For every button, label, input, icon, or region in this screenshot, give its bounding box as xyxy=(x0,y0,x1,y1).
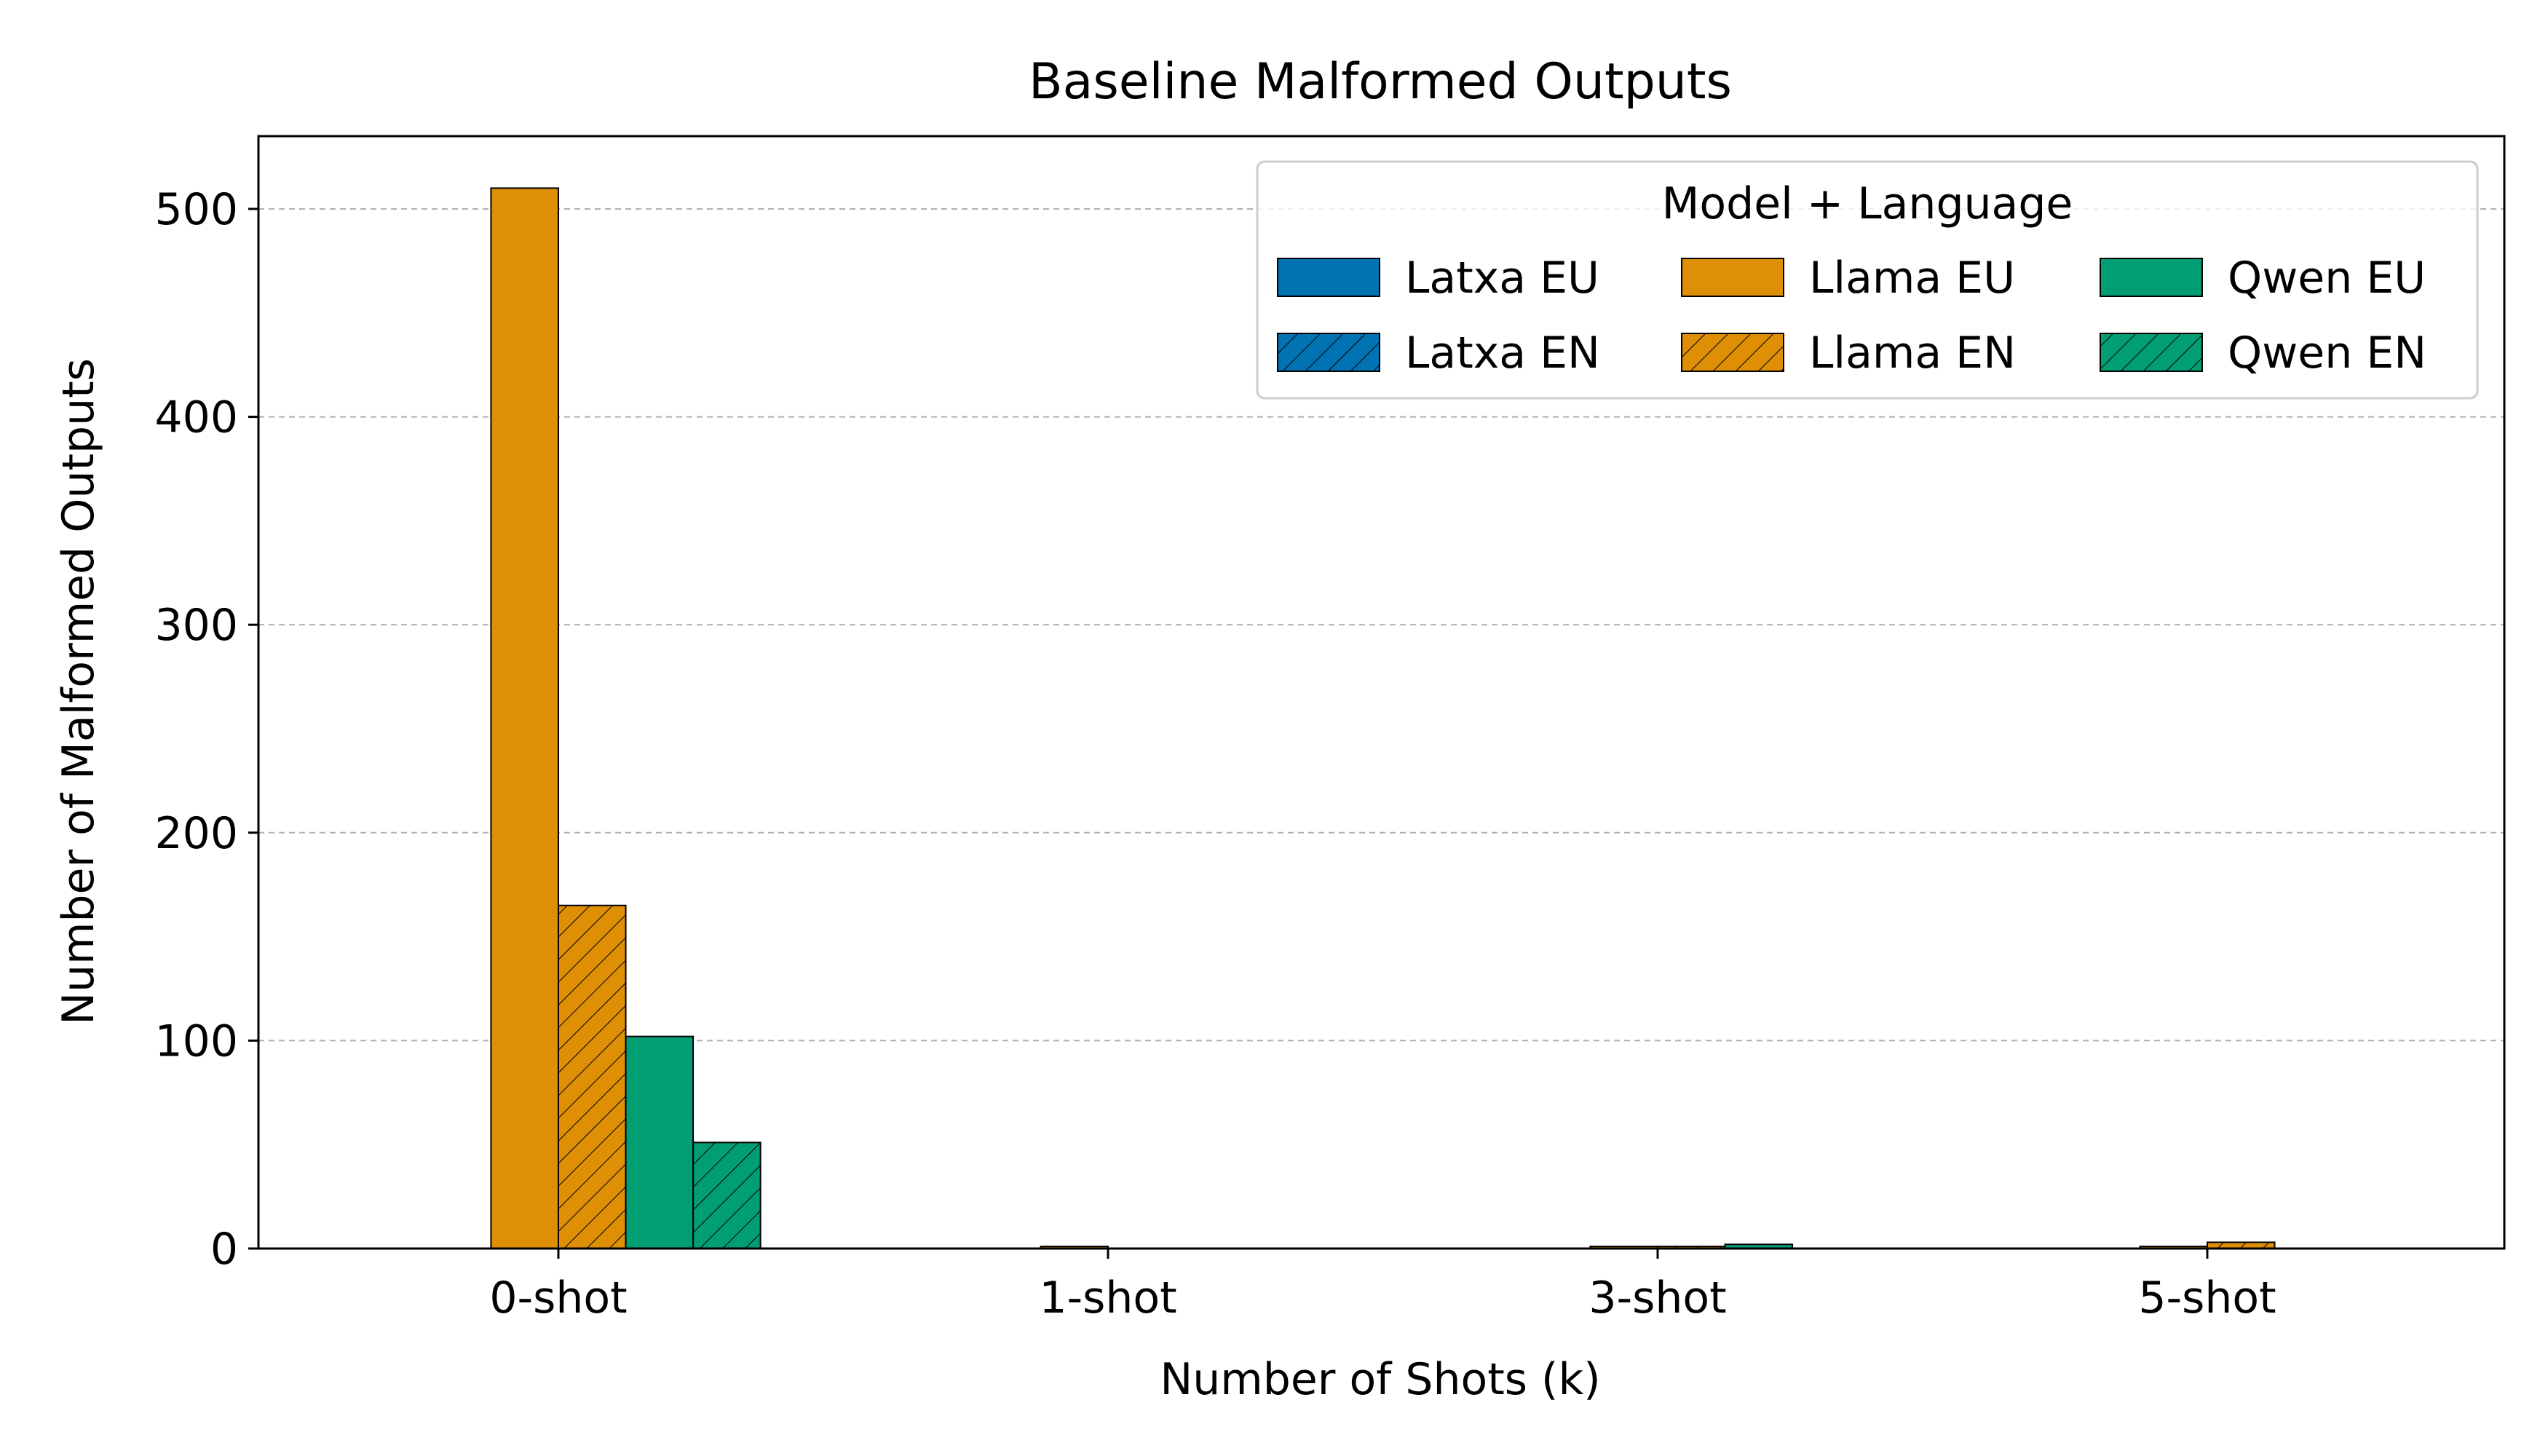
y-tick-label: 500 xyxy=(154,184,238,235)
y-tick-label: 100 xyxy=(154,1016,238,1067)
legend-item-latxa-en-label: Latxa EN xyxy=(1405,328,1600,379)
chart-title: Baseline Malformed Outputs xyxy=(1029,53,1732,111)
legend-item-latxa-eu-label: Latxa EU xyxy=(1405,253,1599,304)
legend-item-latxa-en-swatch-hatch xyxy=(1278,333,1380,371)
legend-item-llama-en: Llama EN xyxy=(1681,328,2016,379)
legend-item-qwen-eu-label: Qwen EU xyxy=(2228,253,2426,304)
x-axis: 0-shot 1-shot 3-shot 5-shot xyxy=(489,1249,2276,1324)
x-tick-label: 5-shot xyxy=(2138,1273,2276,1324)
legend-item-qwen-eu: Qwen EU xyxy=(2100,253,2426,304)
y-tick-label: 0 xyxy=(210,1224,238,1275)
legend-item-latxa-eu-swatch xyxy=(1277,258,1380,297)
legend-item-llama-eu: Llama EU xyxy=(1681,253,2015,304)
y-tick-label: 400 xyxy=(154,392,238,443)
y-axis-label: Number of Malformed Outputs xyxy=(53,358,104,1025)
plot-frame xyxy=(257,135,2506,1250)
legend-item-llama-en-label: Llama EN xyxy=(1809,328,2016,379)
legend-item-qwen-en-label: Qwen EN xyxy=(2228,328,2426,379)
legend-item-llama-eu-swatch xyxy=(1681,258,1784,297)
legend: Model + Language Latxa EU Latxa EN Llama E… xyxy=(1256,160,2479,400)
legend-item-qwen-en: Qwen EN xyxy=(2100,328,2426,379)
legend-item-llama-en-swatch-hatch xyxy=(1682,333,1784,371)
y-tick-label: 300 xyxy=(154,600,238,651)
legend-item-latxa-eu: Latxa EU xyxy=(1277,253,1599,304)
x-tick-label: 0-shot xyxy=(489,1273,627,1324)
bar-llama-eu-0-shot xyxy=(490,187,560,1249)
x-axis-label: Number of Shots (k) xyxy=(1160,1354,1600,1405)
legend-item-qwen-eu-swatch xyxy=(2100,258,2203,297)
legend-item-latxa-en: Latxa EN xyxy=(1277,328,1600,379)
y-axis: 0 100 200 300 400 500 xyxy=(154,184,258,1275)
legend-title: Model + Language xyxy=(1662,178,2073,229)
x-tick-label: 1-shot xyxy=(1039,1273,1176,1324)
x-tick-label: 3-shot xyxy=(1588,1273,1726,1324)
bars xyxy=(490,187,2276,1250)
legend-item-qwen-en-swatch-hatch xyxy=(2100,333,2202,371)
bar-qwen-en-0-shot-hatch xyxy=(693,1142,761,1249)
bar-qwen-eu-0-shot xyxy=(625,1035,695,1250)
y-tick-label: 200 xyxy=(154,808,238,859)
bar-llama-en-0-shot-hatch xyxy=(558,905,626,1249)
bar-llama-en-5-shot-hatch xyxy=(2207,1242,2275,1249)
legend-item-llama-eu-label: Llama EU xyxy=(1809,253,2015,304)
